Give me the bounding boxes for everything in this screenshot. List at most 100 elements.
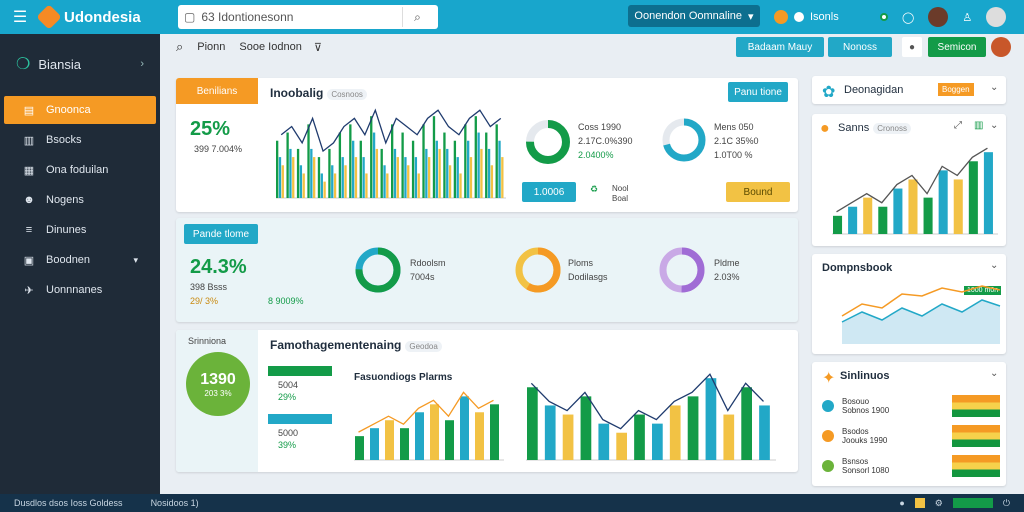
bar bbox=[320, 173, 323, 198]
bar bbox=[386, 173, 389, 198]
kpi-sub-3: 8 9009% bbox=[268, 296, 304, 306]
bar bbox=[428, 157, 431, 198]
bar bbox=[341, 157, 344, 198]
toolbar-button-3[interactable]: Semicon bbox=[928, 37, 986, 57]
list-item[interactable]: Bsnsos Sonsorl 1080 bbox=[822, 454, 1000, 478]
bar bbox=[580, 396, 592, 460]
workspace-dropdown[interactable]: Oonendon Oomnaline ▾ bbox=[628, 5, 760, 27]
bar bbox=[380, 148, 383, 198]
chat-icon[interactable]: ◯ bbox=[902, 11, 915, 24]
notification-icon[interactable]: ♙ bbox=[962, 11, 973, 24]
sidebar-item-gnoonca[interactable]: ▤ Gnoonca bbox=[4, 96, 156, 124]
header-user[interactable]: Isonls bbox=[774, 0, 839, 34]
chevron-down-icon[interactable]: ⌄ bbox=[990, 120, 999, 131]
toolbar-label-2[interactable]: Sooe Iodnon bbox=[239, 41, 302, 53]
toolbar-button-1[interactable]: Badaam Mauy bbox=[736, 37, 824, 57]
info-icon[interactable]: ● bbox=[899, 498, 905, 508]
right-header-card[interactable]: ✿ Deonagidan Boggen ⌄ bbox=[812, 76, 1006, 104]
chevron-down-icon: ▾ bbox=[133, 254, 138, 265]
bar bbox=[396, 157, 399, 198]
trend-line bbox=[530, 373, 764, 430]
toolbar-label-1[interactable]: Pionn bbox=[197, 41, 226, 53]
kpi-sub: 399 7.004% bbox=[194, 144, 243, 154]
leaf-icon: ❍ bbox=[16, 56, 31, 73]
bar-chart-4 bbox=[832, 147, 998, 235]
card-tag[interactable]: Benilians bbox=[176, 78, 258, 104]
kpi-circle-sub: 203 3% bbox=[204, 388, 232, 398]
sidebar-header[interactable]: ❍ Biansia › bbox=[0, 34, 160, 94]
donut-green-2 bbox=[355, 247, 401, 293]
bar bbox=[490, 165, 494, 198]
list-item-bar bbox=[952, 395, 1000, 417]
menu-icon[interactable]: ☰ bbox=[12, 9, 28, 26]
online-icon[interactable] bbox=[880, 13, 888, 21]
status-icon bbox=[822, 400, 834, 412]
list-card: ✦ Sinlinuos ⌄ Bosouo Sobnos 1900 Bsodos Jo… bbox=[812, 362, 1006, 486]
sidebar-item-dinunes[interactable]: ≡ Dinunes bbox=[4, 216, 156, 244]
badge-button-1[interactable]: 1.0006 bbox=[522, 182, 576, 202]
stats-card-pill: Cronoss bbox=[873, 123, 911, 134]
list-item-text: Bsodos Joouks 1990 bbox=[842, 427, 887, 445]
dog-icon[interactable]: ● bbox=[902, 37, 922, 57]
card-pill: Geodoa bbox=[405, 341, 442, 352]
bar bbox=[477, 132, 480, 198]
brand-logo[interactable]: Udondesia bbox=[36, 4, 178, 30]
bar bbox=[741, 387, 752, 460]
chevron-down-icon[interactable]: ⌄ bbox=[990, 260, 999, 271]
doc-icon: ▣ bbox=[23, 254, 35, 267]
expand-icon[interactable]: ⤢ bbox=[954, 120, 962, 131]
bar bbox=[983, 152, 993, 234]
chevron-down-icon[interactable]: ⌄ bbox=[990, 368, 999, 379]
chart-icon[interactable]: ▥ bbox=[974, 120, 984, 131]
avatar[interactable] bbox=[991, 37, 1011, 57]
bar-chart-1 bbox=[276, 108, 506, 199]
trend-card: Dompnsbook ⌄ 1000 m0n bbox=[812, 254, 1006, 354]
bar bbox=[923, 197, 933, 234]
card-tag[interactable]: Pande tlome bbox=[184, 224, 258, 244]
settings-icon[interactable]: ⚙ bbox=[934, 497, 943, 508]
footer-mid: Nosidoos 1) bbox=[150, 498, 199, 508]
star-icon: ✦ bbox=[822, 370, 836, 387]
avatar[interactable] bbox=[928, 7, 949, 27]
trend-line bbox=[358, 391, 494, 433]
list-item-sub: Joouks 1990 bbox=[842, 436, 888, 445]
bar bbox=[501, 157, 504, 198]
bar bbox=[938, 170, 948, 234]
list-card-title: Sinlinuos bbox=[840, 370, 890, 382]
kpi-value: 24.3% bbox=[190, 256, 247, 278]
bar bbox=[480, 148, 483, 198]
sidebar-item-boodnen[interactable]: ▣ Boodnen ▾ bbox=[4, 246, 156, 274]
list-item[interactable]: Bosouo Sobnos 1900 bbox=[822, 394, 1000, 418]
sidebar-item-bsocks[interactable]: ▥ Bsocks bbox=[4, 126, 156, 154]
badge-button-4[interactable]: Bound bbox=[726, 182, 790, 202]
donut-green bbox=[526, 120, 570, 164]
bar bbox=[705, 378, 717, 460]
bar bbox=[372, 132, 376, 198]
bar bbox=[307, 124, 310, 198]
sidebar-item-uonnnanes[interactable]: ✈ Uonnnanes bbox=[4, 276, 156, 304]
profile-icon[interactable] bbox=[986, 7, 1007, 27]
bar bbox=[292, 157, 295, 198]
book-icon: ▥ bbox=[23, 134, 35, 147]
bar bbox=[893, 188, 903, 234]
bar bbox=[490, 404, 499, 460]
warning-icon[interactable] bbox=[914, 498, 925, 508]
bar bbox=[328, 148, 331, 198]
search-input[interactable]: ▢ 63 Idontionesonn ⌕ bbox=[178, 5, 438, 29]
list-item[interactable]: Bsodos Joouks 1990 bbox=[822, 424, 1000, 448]
sidebar-item-ona-foduilan[interactable]: ▦ Ona foduilan bbox=[4, 156, 156, 184]
power-icon[interactable]: ⏻ bbox=[1002, 497, 1010, 508]
sidebar-item-nogens[interactable]: ☻ Nogens bbox=[4, 186, 156, 214]
bar bbox=[968, 161, 978, 234]
search-button[interactable]: ⌕ bbox=[402, 7, 432, 27]
list-item-label: Bsnsos bbox=[842, 457, 869, 466]
toolbar: ⌕ Pionn Sooe Iodnon ⊽ bbox=[160, 34, 1024, 60]
filter-icon[interactable]: ⊽ bbox=[313, 41, 322, 54]
bar bbox=[352, 140, 355, 198]
bar bbox=[422, 124, 425, 198]
search-icon[interactable]: ⌕ bbox=[176, 39, 184, 54]
search-value: 63 Idontionesonn bbox=[201, 10, 294, 24]
toolbar-button-2[interactable]: Nonoss bbox=[828, 37, 892, 57]
bar bbox=[443, 132, 446, 198]
card-action-button[interactable]: Panu tione bbox=[728, 82, 788, 102]
